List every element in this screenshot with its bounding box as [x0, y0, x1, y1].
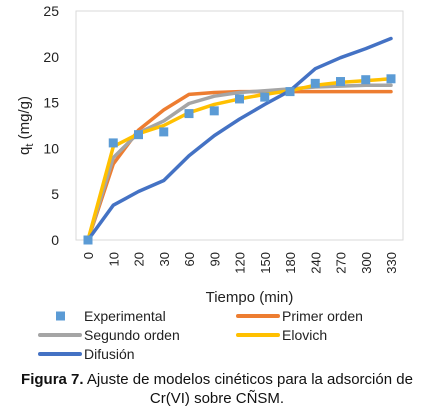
data-point-experimental	[83, 235, 93, 245]
x-tick-label: 30	[157, 252, 172, 266]
y-tick-label: 20	[43, 49, 59, 65]
y-axis-title: qt (mg/g)	[16, 96, 36, 155]
data-point-experimental	[134, 130, 143, 140]
data-point-experimental	[159, 127, 169, 137]
data-point-experimental	[209, 106, 219, 116]
caption-text: Ajuste de modelos cinéticos para la adso…	[83, 371, 413, 407]
plot-area	[75, 10, 404, 241]
legend-label-primer-orden: Primer orden	[282, 308, 363, 324]
figure-caption: Figura 7. Ajuste de modelos cinéticos pa…	[0, 370, 434, 408]
legend-label-elovich: Elovich	[282, 327, 327, 343]
x-tick-label: 20	[132, 252, 147, 266]
data-point-experimental	[336, 77, 345, 87]
legend-label-difusi-n: Difusión	[84, 346, 135, 362]
x-tick-label: 240	[308, 252, 323, 274]
x-tick-label: 300	[359, 252, 374, 274]
y-tick-label: 25	[43, 3, 59, 19]
y-tick-label: 0	[51, 232, 59, 248]
x-axis-title: Tiempo (min)	[206, 289, 294, 306]
series-line-segundo-orden	[86, 83, 393, 242]
data-point-experimental	[361, 75, 371, 85]
legend-swatch-experimental	[56, 311, 65, 321]
y-tick-label: 15	[43, 95, 59, 111]
x-tick-label: 330	[384, 252, 399, 274]
data-point-experimental	[184, 109, 194, 119]
data-point-experimental	[285, 87, 295, 97]
series-line-primer-orden	[86, 89, 393, 242]
y-tick-label: 10	[43, 140, 59, 156]
x-tick-label: 150	[258, 252, 273, 274]
kinetics-chart: 0 5 10 15 20 25 0 10 20 30 60 90 120 150 180 240 270 300 3…	[16, 3, 404, 362]
x-tick-label: 90	[207, 252, 222, 266]
x-tick-label: 120	[233, 252, 248, 274]
x-tick-label: 0	[81, 252, 96, 259]
x-tick-label: 270	[334, 252, 349, 274]
data-point-experimental	[108, 138, 118, 148]
x-tick-label: 180	[283, 252, 298, 274]
x-tick-label: 60	[182, 252, 197, 266]
legend-label-segundo-orden: Segundo orden	[84, 327, 180, 343]
legend-label-experimental: Experimental	[84, 308, 166, 324]
caption-label: Figura 7.	[21, 371, 84, 388]
data-point-experimental	[260, 92, 270, 102]
data-point-experimental	[386, 74, 396, 84]
y-tick-label: 5	[51, 186, 59, 202]
series-line-difusi-n	[86, 36, 393, 242]
x-tick-label: 10	[106, 252, 121, 266]
data-point-experimental	[310, 78, 320, 88]
data-point-experimental	[235, 94, 244, 104]
